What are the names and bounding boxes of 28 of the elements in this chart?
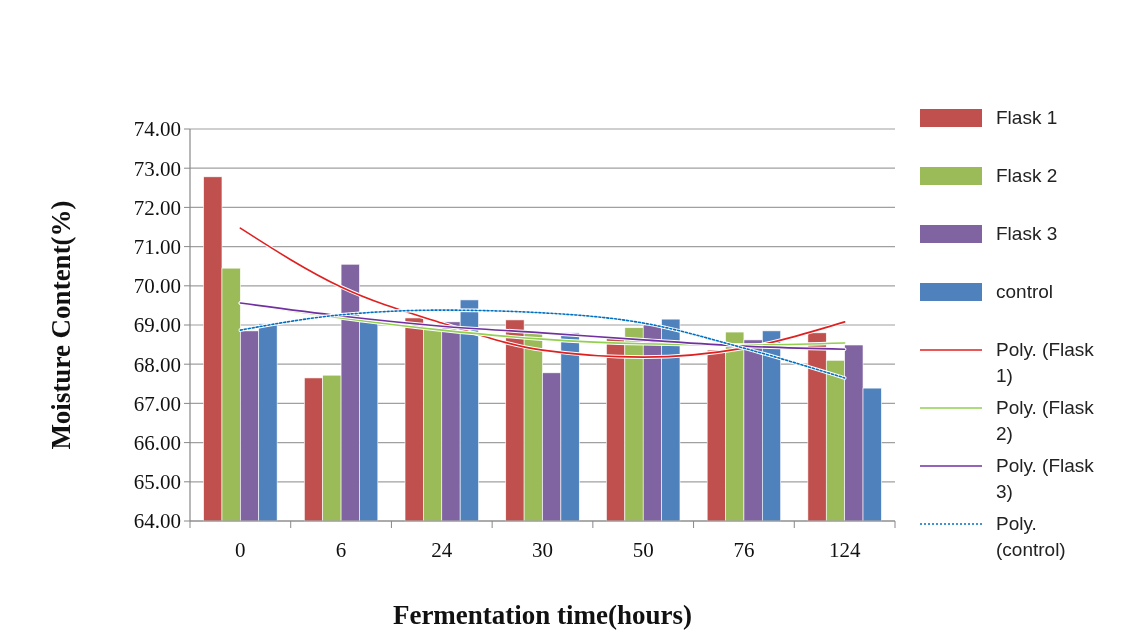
y-tick-label: 72.00 bbox=[133, 195, 181, 220]
legend-label: Flask 2 bbox=[996, 165, 1058, 186]
x-tick-label: 124 bbox=[828, 538, 861, 562]
x-tick-label: 0 bbox=[235, 538, 246, 562]
y-axis-title: Moisture Content(%) bbox=[46, 200, 76, 450]
legend-label: Poly. (Flask 2) bbox=[996, 397, 1095, 444]
y-tick-label: 70.00 bbox=[133, 274, 181, 299]
legend-label: Flask 3 bbox=[996, 223, 1058, 244]
x-axis-title: Fermentation time(hours) bbox=[392, 600, 693, 630]
x-tick-label: 24 bbox=[431, 538, 453, 562]
x-tick-label: 30 bbox=[532, 538, 553, 562]
y-tick-label: 74.00 bbox=[133, 117, 181, 142]
y-tick-label: 66.00 bbox=[133, 430, 181, 455]
legend-label: Poly. (Flask 3) bbox=[996, 455, 1095, 502]
x-tick-label: 50 bbox=[632, 538, 654, 562]
x-tick-label: 6 bbox=[335, 538, 347, 562]
y-tick-label: 68.00 bbox=[133, 352, 181, 377]
y-tick-label: 69.00 bbox=[133, 313, 181, 338]
legend-label: Poly. (Flask 1) bbox=[996, 339, 1095, 386]
legend-label: Poly. (control) bbox=[996, 513, 1066, 560]
y-tick-label: 67.00 bbox=[133, 391, 181, 416]
y-tick-label: 71.00 bbox=[133, 234, 181, 259]
legend-label: control bbox=[996, 281, 1054, 302]
legend-label: Flask 1 bbox=[996, 107, 1058, 128]
y-tick-label: 65.00 bbox=[133, 470, 181, 495]
y-tick-label: 64.00 bbox=[133, 509, 181, 534]
y-tick-label: 73.00 bbox=[133, 156, 181, 181]
x-tick-label: 76 bbox=[733, 538, 755, 562]
